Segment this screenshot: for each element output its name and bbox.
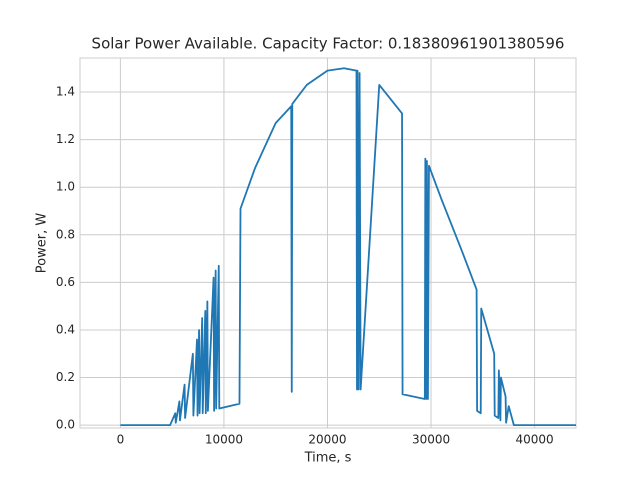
chart-title: Solar Power Available. Capacity Factor: … <box>92 35 565 53</box>
y-tick-label: 0.0 <box>56 418 75 432</box>
data-line <box>120 67 576 427</box>
x-tick-label: 30000 <box>412 433 450 447</box>
y-tick-label: 0.6 <box>56 275 75 289</box>
x-axis-label: Time, s <box>304 451 352 466</box>
y-tick-label: 1.2 <box>56 132 75 146</box>
y-tick-label: 0.2 <box>56 370 75 384</box>
x-tick-label: 10000 <box>205 433 243 447</box>
y-tick-label: 0.8 <box>56 227 75 241</box>
y-tick-label: 0.4 <box>56 322 75 336</box>
x-tick-label: 0 <box>117 433 125 447</box>
x-tick-label: 40000 <box>515 433 553 447</box>
y-tick-label: 1.0 <box>56 180 75 194</box>
plot-frame <box>79 57 577 429</box>
y-axis-label: Power, W <box>35 213 50 274</box>
x-tick-label: 20000 <box>308 433 346 447</box>
y-tick-label: 1.4 <box>56 85 75 99</box>
